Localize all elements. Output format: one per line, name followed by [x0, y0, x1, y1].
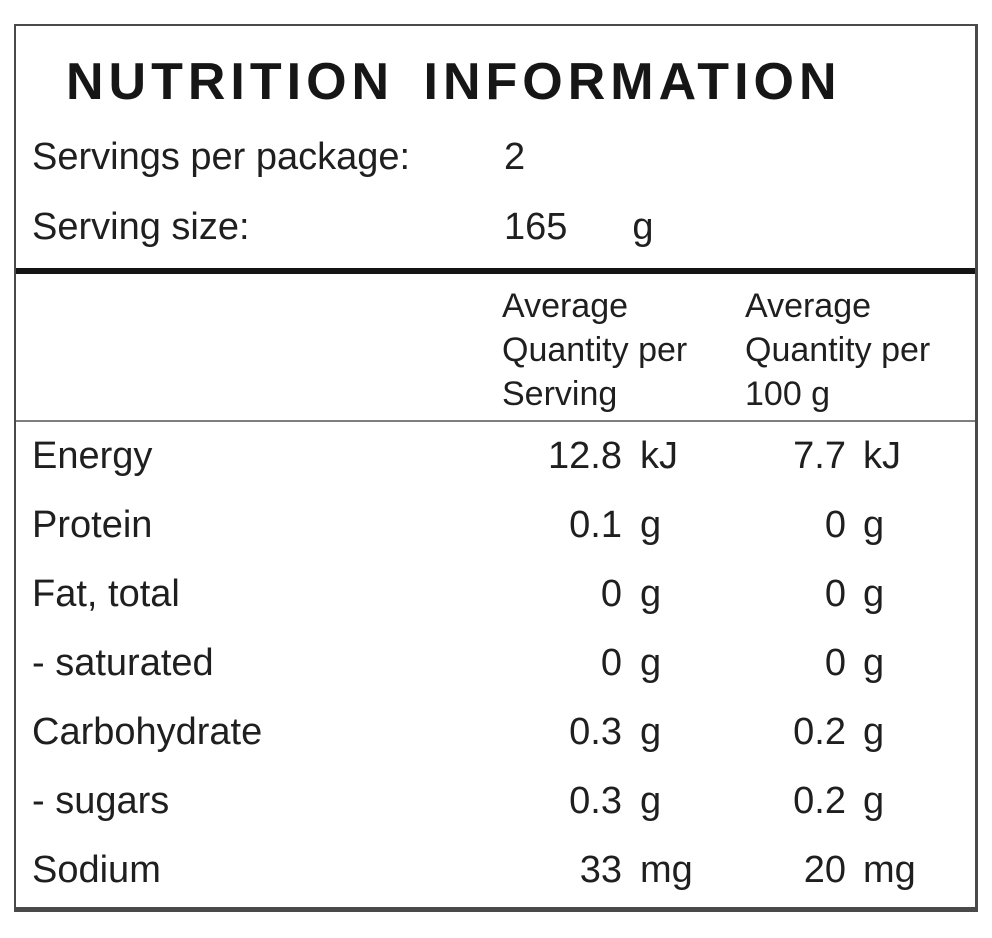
panel-title: NUTRITION INFORMATION: [66, 53, 842, 111]
per-serving-value: 0: [600, 573, 622, 615]
nutrient-name: - sugars: [32, 780, 170, 822]
per-serving-unit: g: [640, 573, 662, 615]
per-100g-value: 0.2: [793, 780, 846, 822]
section-divider-thick: [16, 268, 975, 274]
per-serving-unit: g: [640, 780, 662, 822]
per-serving-unit: g: [640, 642, 662, 684]
nutrient-row-carbohydrate: Carbohydrate 0.3 g 0.2 g: [32, 698, 959, 767]
nutrient-row-saturated: - saturated 0 g 0 g: [32, 629, 959, 698]
nutrient-row-protein: Protein 0.1 g 0 g: [32, 491, 959, 560]
column-header-row: Average Quantity per Serving Average Qua…: [32, 284, 959, 416]
column-header-per-100g: Average Quantity per 100 g: [708, 284, 959, 416]
header-line: Quantity per: [745, 331, 931, 369]
per-100g-value: 7.7: [793, 435, 846, 477]
per-100g-unit: g: [863, 573, 885, 615]
per-100g-value: 0: [824, 504, 846, 546]
per-100g-unit: mg: [863, 849, 916, 891]
per-100g-value: 20: [803, 849, 846, 891]
per-serving-unit: g: [640, 711, 662, 753]
nutrient-name: Protein: [32, 504, 153, 546]
column-header-per-serving: Average Quantity per Serving: [502, 284, 708, 416]
header-line: Average: [745, 287, 872, 325]
serving-size-row: Serving size: 165 g: [32, 204, 959, 250]
nutrition-information-panel: NUTRITION INFORMATION Servings per packa…: [14, 24, 978, 912]
per-100g-unit: g: [863, 504, 885, 546]
header-line: Quantity per: [502, 331, 688, 369]
nutrient-name: - saturated: [32, 642, 214, 684]
per-serving-value: 0.1: [569, 504, 622, 546]
per-serving-value: 0.3: [569, 711, 622, 753]
per-serving-value: 12.8: [548, 435, 622, 477]
servings-per-package-label: Servings per package:: [32, 136, 411, 178]
nutrient-name: Fat, total: [32, 573, 180, 615]
serving-size-value: 165: [504, 206, 568, 248]
header-line: Serving: [502, 375, 618, 413]
nutrient-row-sugars: - sugars 0.3 g 0.2 g: [32, 767, 959, 836]
serving-size-label: Serving size:: [32, 206, 250, 248]
nutrient-name: Carbohydrate: [32, 711, 263, 753]
per-serving-value: 33: [579, 849, 622, 891]
nutrient-row-sodium: Sodium 33 mg 20 mg: [32, 836, 959, 905]
header-line: Average: [502, 287, 629, 325]
nutrient-name: Sodium: [32, 849, 161, 891]
header-line: 100 g: [745, 375, 831, 413]
header-divider-thin: [16, 420, 975, 422]
per-serving-value: 0.3: [569, 780, 622, 822]
serving-size-unit: g: [632, 206, 654, 248]
per-serving-unit: kJ: [640, 435, 678, 477]
nutrient-row-energy: Energy 12.8 kJ 7.7 kJ: [32, 422, 959, 491]
per-serving-unit: g: [640, 504, 662, 546]
per-100g-value: 0: [824, 573, 846, 615]
per-100g-unit: g: [863, 780, 885, 822]
per-100g-value: 0: [824, 642, 846, 684]
per-serving-unit: mg: [640, 849, 693, 891]
servings-per-package-value: 2: [504, 136, 526, 178]
servings-per-package-row: Servings per package: 2: [32, 134, 959, 180]
per-100g-unit: g: [863, 711, 885, 753]
per-100g-unit: g: [863, 642, 885, 684]
nutrient-row-fat-total: Fat, total 0 g 0 g: [32, 560, 959, 629]
per-100g-value: 0.2: [793, 711, 846, 753]
column-header-spacer: [32, 284, 502, 416]
per-serving-value: 0: [600, 642, 622, 684]
per-100g-unit: kJ: [863, 435, 901, 477]
nutrient-name: Energy: [32, 435, 153, 477]
